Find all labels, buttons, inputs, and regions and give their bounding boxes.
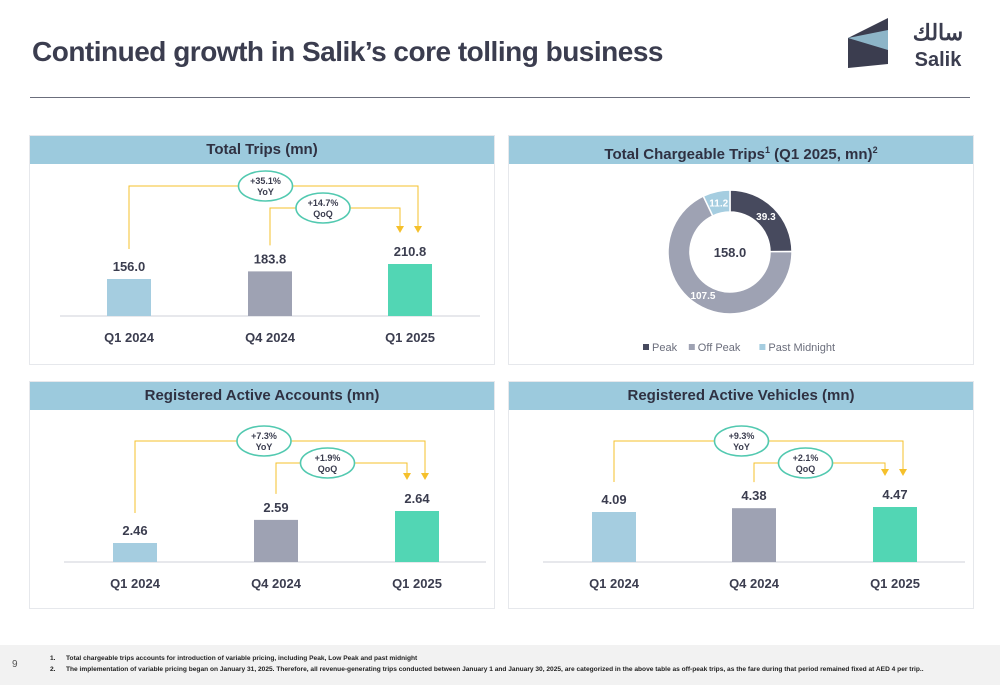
total-trips-title: Total Trips (mn) xyxy=(30,136,494,164)
category-label: Q1 2024 xyxy=(589,576,640,591)
yoy-badge: +35.1%YoY xyxy=(237,170,294,202)
chargeable-trips-panel: Total Chargeable Trips1 (Q1 2025, mn)2 3… xyxy=(508,135,974,365)
bar-value-label: 2.59 xyxy=(263,500,288,515)
logo-arabic: سالك xyxy=(913,20,963,45)
yoy-badge-label: YoY xyxy=(733,442,750,452)
slice-past-midnight xyxy=(702,189,731,217)
donut-total: 158.0 xyxy=(714,245,747,260)
category-label: Q4 2024 xyxy=(245,330,296,345)
accounts-title: Registered Active Accounts (mn) xyxy=(30,382,494,410)
qoq-badge-value: +14.7% xyxy=(308,198,339,208)
category-label: Q4 2024 xyxy=(251,576,302,591)
slice-label: 39.3 xyxy=(756,212,776,223)
category-label: Q1 2024 xyxy=(110,576,161,591)
yoy-arrow xyxy=(899,469,907,476)
yoy-badge-value: +35.1% xyxy=(250,176,281,186)
legend-label: Peak xyxy=(652,342,678,354)
category-label: Q4 2024 xyxy=(729,576,780,591)
qoq-badge: +1.9%QoQ xyxy=(299,447,356,479)
slice-off-peak xyxy=(667,195,793,315)
footer: 9 1. Total chargeable trips accounts for … xyxy=(0,645,1000,685)
bar-q1-2024 xyxy=(113,543,157,562)
bar-q1-2025 xyxy=(395,511,439,562)
legend-item-off-peak: Off Peak xyxy=(688,342,741,354)
salik-logo: سالك Salik xyxy=(848,18,963,71)
bar-value-label: 210.8 xyxy=(394,244,427,259)
qoq-arrow xyxy=(881,469,889,476)
vehicles-chart: 4.09 Q1 2024 4.38 Q4 2024 4.47 Q1 2025 +9.3%Yo… xyxy=(543,425,965,591)
vehicles-panel: Registered Active Vehicles (mn) 4.09 Q1 2… xyxy=(508,381,974,609)
bar-value-label: 4.09 xyxy=(601,492,626,507)
bar-value-label: 4.47 xyxy=(882,487,907,502)
slice-label: 11.2 xyxy=(709,198,728,209)
total-trips-chart: 156.0 Q1 2024 183.8 Q4 2024 210.8 Q1 2025 +35.… xyxy=(60,170,480,345)
bar-q1-2024 xyxy=(107,279,151,316)
category-label: Q1 2025 xyxy=(392,576,442,591)
yoy-arrow xyxy=(414,226,422,233)
category-label: Q1 2025 xyxy=(870,576,920,591)
qoq-badge-value: +2.1% xyxy=(793,453,819,463)
bar-q4-2024 xyxy=(732,508,776,562)
accounts-panel: Registered Active Accounts (mn) 2.46 Q1 2… xyxy=(29,381,495,609)
bar-q4-2024 xyxy=(248,271,292,316)
footnote-2: 2. The implementation of variable pricing… xyxy=(50,666,924,673)
logo-latin: Salik xyxy=(915,49,963,71)
yoy-badge: +7.3%YoY xyxy=(236,425,292,457)
bar-q1-2025 xyxy=(388,264,432,316)
yoy-badge-label: YoY xyxy=(257,187,274,197)
qoq-badge-label: QoQ xyxy=(318,464,338,474)
title-divider xyxy=(30,97,970,98)
yoy-badge-value: +7.3% xyxy=(251,431,277,441)
qoq-badge-label: QoQ xyxy=(313,209,333,219)
bar-q1-2024 xyxy=(592,512,636,562)
legend-item-past-midnight: Past Midnight xyxy=(759,342,835,354)
legend-label: Past Midnight xyxy=(768,342,835,354)
qoq-badge-label: QoQ xyxy=(796,464,816,474)
yoy-arrow xyxy=(421,473,429,480)
chargeable-trips-donut: 39.3 107.5 11.2 158.0 Peak Off Peak Past Midni… xyxy=(643,189,835,354)
qoq-arrow xyxy=(403,473,411,480)
category-label: Q1 2024 xyxy=(104,330,155,345)
footnote-1: 1. Total chargeable trips accounts for in… xyxy=(50,655,418,662)
logo-mark-light xyxy=(848,30,888,50)
total-trips-panel: Total Trips (mn) 156.0 Q1 2024 183.8 Q4 202… xyxy=(29,135,495,365)
legend-label: Off Peak xyxy=(698,342,741,354)
bar-value-label: 2.64 xyxy=(404,491,430,506)
qoq-badge-value: +1.9% xyxy=(315,453,341,463)
yoy-badge: +9.3%YoY xyxy=(713,425,770,457)
page-number: 9 xyxy=(12,659,18,670)
bar-q1-2025 xyxy=(873,507,917,562)
yoy-badge-label: YoY xyxy=(256,442,273,452)
vehicles-title: Registered Active Vehicles (mn) xyxy=(509,382,973,410)
accounts-chart: 2.46 Q1 2024 2.59 Q4 2024 2.64 Q1 2025 +7.3%Yo… xyxy=(64,425,486,591)
yoy-badge-value: +9.3% xyxy=(729,431,755,441)
page-title: Continued growth in Salik’s core tolling… xyxy=(32,36,663,67)
footnotes: 1. Total chargeable trips accounts for in… xyxy=(50,653,924,675)
chargeable-trips-title: Total Chargeable Trips1 (Q1 2025, mn)2 xyxy=(509,136,973,164)
legend-item-peak: Peak xyxy=(643,342,678,354)
bar-value-label: 183.8 xyxy=(254,251,287,266)
bar-value-label: 156.0 xyxy=(113,259,146,274)
qoq-arrow xyxy=(396,226,404,233)
slice-label: 107.5 xyxy=(690,291,715,302)
bar-value-label: 2.46 xyxy=(122,523,147,538)
category-label: Q1 2025 xyxy=(385,330,435,345)
bar-q4-2024 xyxy=(254,519,298,562)
qoq-badge: +14.7%QoQ xyxy=(295,192,351,224)
bar-value-label: 4.38 xyxy=(741,488,766,503)
qoq-badge: +2.1%QoQ xyxy=(777,447,834,479)
